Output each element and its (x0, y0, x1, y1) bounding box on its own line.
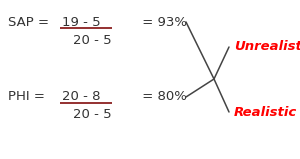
Text: 20 - 8: 20 - 8 (62, 90, 100, 104)
Text: 19 - 5: 19 - 5 (62, 15, 100, 28)
Text: Unrealistic: Unrealistic (234, 41, 300, 53)
Text: = 80%: = 80% (138, 90, 187, 104)
Text: PHI =: PHI = (8, 90, 49, 104)
Text: SAP =: SAP = (8, 15, 53, 28)
Text: 20 - 5: 20 - 5 (73, 108, 112, 121)
Text: Realistic: Realistic (234, 106, 297, 118)
Text: = 93%: = 93% (138, 15, 187, 28)
Text: 20 - 5: 20 - 5 (73, 34, 112, 46)
